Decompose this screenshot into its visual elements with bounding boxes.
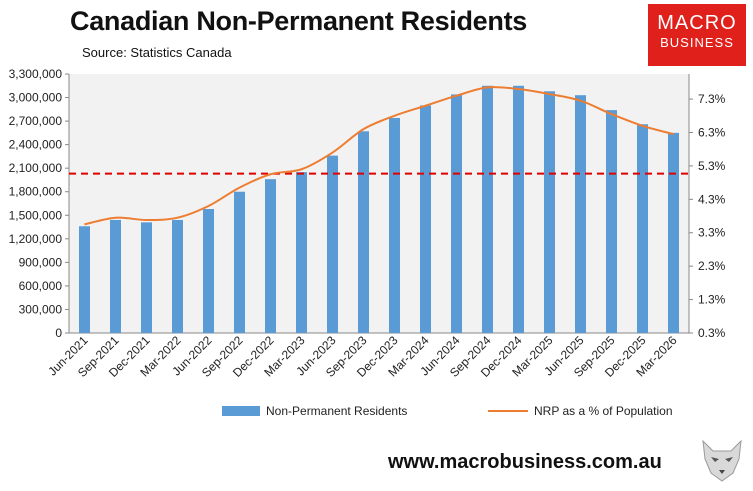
bar xyxy=(637,124,648,333)
left-tick-label: 900,000 xyxy=(19,255,63,269)
right-tick-label: 4.3% xyxy=(698,192,726,206)
chart-source: Source: Statistics Canada xyxy=(82,45,232,60)
chart-title: Canadian Non-Permanent Residents xyxy=(70,6,527,36)
wolf-icon xyxy=(702,439,742,482)
left-tick-label: 1,800,000 xyxy=(9,185,63,199)
bar xyxy=(172,219,183,333)
bar xyxy=(451,94,462,333)
series-line-nrp-pct xyxy=(84,86,674,226)
left-tick-label: 0 xyxy=(55,326,62,340)
bar xyxy=(389,117,400,334)
plot-area xyxy=(69,74,689,333)
left-tick-label: 3,300,000 xyxy=(9,67,63,81)
bar xyxy=(110,219,121,333)
bar xyxy=(420,105,431,333)
right-tick-label: 6.3% xyxy=(698,125,726,139)
bar xyxy=(296,172,307,333)
macrobusiness-logo: MACRO BUSINESS xyxy=(648,4,746,66)
left-tick-label: 2,100,000 xyxy=(9,161,63,175)
footer-url: www.macrobusiness.com.au xyxy=(388,451,662,473)
right-tick-label: 5.3% xyxy=(698,159,726,173)
left-tick-label: 1,200,000 xyxy=(9,232,63,246)
left-tick-label: 1,500,000 xyxy=(9,208,63,222)
logo-line-2: BUSINESS xyxy=(660,35,734,50)
right-tick-label: 7.3% xyxy=(698,92,726,106)
legend-label-bars: Non-Permanent Residents xyxy=(266,404,407,418)
bar xyxy=(668,132,679,333)
right-tick-label: 0.3% xyxy=(698,326,726,340)
bar xyxy=(606,110,617,333)
left-tick-label: 600,000 xyxy=(19,279,63,293)
legend-swatch-bars xyxy=(222,406,260,416)
bar xyxy=(79,226,90,333)
left-tick-label: 300,000 xyxy=(19,302,63,316)
bar xyxy=(544,91,555,334)
left-tick-label: 2,700,000 xyxy=(9,114,63,128)
left-tick-label: 3,000,000 xyxy=(9,91,63,105)
right-tick-label: 2.3% xyxy=(698,259,726,273)
left-tick-label: 2,400,000 xyxy=(9,138,63,152)
bar xyxy=(234,191,245,333)
bar xyxy=(513,85,524,333)
legend-label-line: NRP as a % of Population xyxy=(534,404,673,418)
right-tick-label: 3.3% xyxy=(698,226,726,240)
right-tick-label: 1.3% xyxy=(698,293,726,307)
bar xyxy=(265,179,276,333)
logo-line-1: MACRO xyxy=(657,12,737,34)
bar xyxy=(203,208,214,333)
bar xyxy=(575,95,586,333)
bar xyxy=(358,131,369,333)
bar xyxy=(141,222,152,333)
bar xyxy=(482,85,493,333)
bar xyxy=(327,155,338,333)
